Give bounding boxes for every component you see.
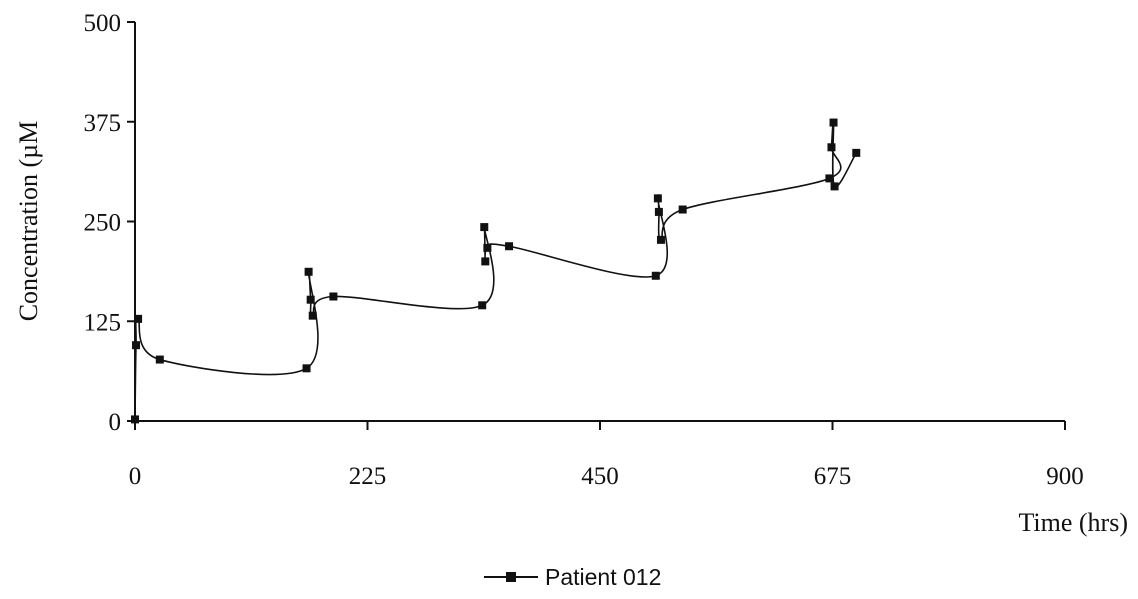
plot-area: 0 125 250 375 500 0 225 450 675 900	[84, 10, 1084, 490]
data-point	[505, 242, 514, 251]
legend: Patient 012	[484, 564, 661, 590]
data-point	[155, 355, 164, 364]
data-point	[654, 207, 663, 216]
legend-marker	[506, 572, 516, 582]
data-point	[306, 295, 315, 304]
data-point	[656, 235, 665, 244]
data-point	[131, 415, 139, 424]
data-point	[480, 223, 489, 232]
series-line-0	[134, 120, 857, 420]
x-axis-title: Time (hrs)	[1018, 508, 1128, 537]
data-point	[829, 118, 838, 127]
legend-label: Patient 012	[545, 564, 661, 590]
data-point	[852, 148, 861, 157]
data-point	[825, 174, 834, 183]
x-tick-label: 450	[581, 463, 619, 490]
y-tick-label: 0	[109, 409, 122, 436]
data-point	[134, 314, 143, 323]
data-point	[653, 194, 662, 203]
x-tick-label: 225	[349, 463, 387, 490]
y-axis-title: Concentration (µM	[14, 121, 43, 322]
data-point	[481, 257, 490, 266]
data-point	[304, 267, 313, 276]
data-point	[478, 301, 487, 310]
y-tick-label: 125	[84, 309, 122, 336]
data-point	[830, 182, 839, 191]
data-point	[132, 341, 141, 350]
data-point	[329, 292, 338, 301]
x-tick-label: 900	[1046, 463, 1084, 490]
y-tick-label: 500	[84, 10, 122, 37]
data-point	[302, 364, 311, 373]
y-tick-label: 250	[84, 210, 122, 237]
x-tick-label: 675	[814, 463, 852, 490]
y-tick-label: 375	[84, 110, 122, 137]
data-point	[827, 143, 836, 152]
data-point	[678, 205, 687, 214]
x-tick-label: 0	[129, 463, 142, 490]
data-point	[651, 271, 660, 280]
data-point	[308, 311, 317, 320]
data-point	[483, 243, 492, 252]
